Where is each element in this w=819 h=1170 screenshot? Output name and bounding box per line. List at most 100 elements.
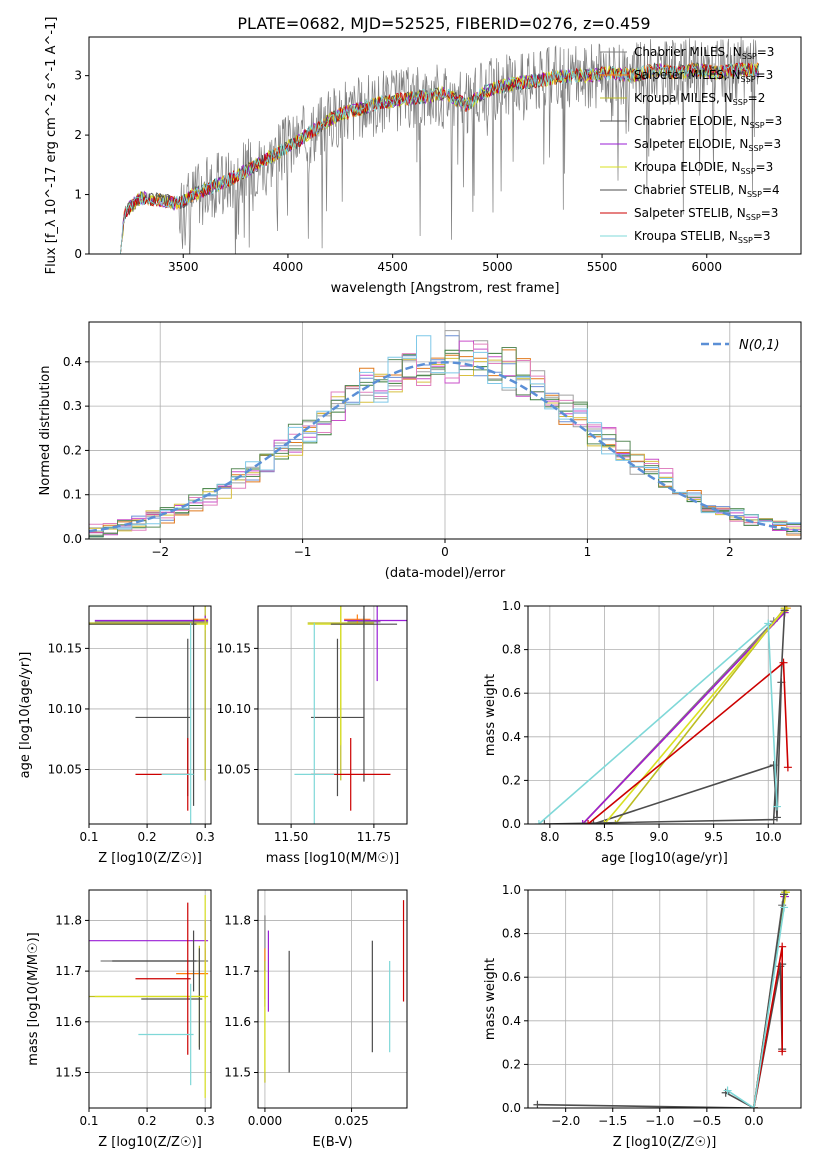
- y-tick-label: 0.0: [63, 532, 82, 546]
- plot-area: [264, 900, 405, 1083]
- legend-label: Salpeter MILES, N: [634, 68, 741, 82]
- x-tick-label: 9.5: [704, 830, 723, 844]
- mass-weight-marker-salpeter_stelib: [584, 820, 593, 824]
- spectrum-line-chabrier_miles: [120, 37, 760, 254]
- y-axis-label: mass weight: [483, 674, 498, 756]
- y-axis-label: age [log10(age/yr)]: [18, 652, 33, 779]
- y-tick-label: 11.6: [55, 1015, 82, 1029]
- panel-4: 8.0 8.5 9.0 9.5 10.0 0.0 0.2 0.4 0.6 0.8 1.0 age [l…: [483, 599, 802, 866]
- x-tick-label: 10.0: [755, 830, 782, 844]
- x-axis-label: (data-model)/error: [385, 566, 506, 581]
- legend-tail: =4: [762, 183, 780, 197]
- axes-frame: [88, 36, 802, 255]
- legend-tail: =3: [756, 160, 774, 174]
- plot-area: [120, 37, 760, 254]
- legend-entry: N(0,1): [739, 338, 780, 353]
- x-tick-label: 0.025: [334, 1114, 368, 1128]
- y-tick-label: 10.15: [48, 641, 82, 655]
- legend-subscript: SSP: [741, 75, 756, 84]
- legend-tail: =3: [756, 68, 774, 82]
- y-tick-label: 1.0: [502, 883, 521, 897]
- panel-2: 0.1 0.2 0.3 10.05 10.10 10.15 Z [log10(Z/Z☉)] a…: [18, 605, 215, 866]
- legend-subscript: SSP: [748, 144, 763, 153]
- y-tick-label: 0.0: [502, 1101, 521, 1115]
- y-tick-label: 0.2: [502, 1057, 521, 1071]
- plot-area: [89, 895, 209, 1098]
- y-tick-label: 2: [74, 128, 82, 142]
- legend-label: Kroupa STELIB, N: [634, 229, 738, 243]
- axes-frame: [257, 605, 408, 825]
- mass-weight-marker-chabrier_stelib: [780, 606, 789, 615]
- y-axis-label: Normed distribution: [38, 366, 53, 496]
- legend-entry: Chabrier STELIB, NSSP=4: [634, 183, 780, 199]
- mass-weight-marker-salpeter_stelib: [783, 763, 792, 772]
- axes-frame: [527, 889, 802, 1109]
- x-tick-label: 5500: [587, 260, 618, 274]
- plot-area: [89, 330, 801, 538]
- legend-subscript: SSP: [741, 167, 756, 176]
- y-tick-label: 0.0: [502, 817, 521, 831]
- legend-tail: =3: [753, 229, 771, 243]
- y-tick-label: 0.6: [502, 686, 521, 700]
- legend-subscript: SSP: [750, 121, 765, 130]
- x-tick-label: 6000: [691, 260, 722, 274]
- x-axis-label: E(B-V): [312, 1135, 352, 1150]
- legend-entry: Salpeter STELIB, NSSP=3: [634, 206, 778, 222]
- y-tick-label: 10.15: [217, 641, 251, 655]
- mass-weight-marker-chabrier_stelib: [780, 890, 789, 899]
- legend-label: Chabrier STELIB, N: [634, 183, 747, 197]
- spectrum-line-kroupa_stelib: [120, 62, 760, 254]
- y-tick-label: 1: [74, 188, 82, 202]
- y-tick-label: 11.8: [224, 913, 251, 927]
- legend-subscript: SSP: [746, 213, 761, 222]
- x-tick-label: 4000: [273, 260, 304, 274]
- x-tick-label: 2: [726, 545, 734, 559]
- panel-7: −2.0 −1.5 −1.0 −0.5 0.0 0.0 0.2 0.4 0.6 0.8 1.0 Z […: [483, 883, 802, 1150]
- y-tick-label: 0.2: [63, 443, 82, 457]
- x-tick-label: −1.5: [598, 1114, 627, 1128]
- axes-frame: [527, 605, 802, 825]
- plot-area: [533, 890, 790, 1108]
- legend-entry: Chabrier MILES, NSSP=3: [634, 45, 774, 61]
- x-tick-label: 8.0: [540, 830, 559, 844]
- x-tick-label: 0.3: [196, 830, 215, 844]
- x-tick-label: 5000: [482, 260, 513, 274]
- x-tick-label: 3500: [168, 260, 199, 274]
- x-tick-label: 0: [441, 545, 449, 559]
- x-tick-label: 0.0: [744, 1114, 763, 1128]
- legend-label: Kroupa ELODIE, N: [634, 160, 741, 174]
- mass-weight-line-salpeter_elodie: [582, 611, 786, 824]
- plot-area: [294, 606, 407, 824]
- legend-label: Chabrier ELODIE, N: [634, 114, 750, 128]
- legend-entry: Chabrier ELODIE, NSSP=3: [634, 114, 782, 130]
- legend-label: Kroupa MILES, N: [634, 91, 733, 105]
- y-tick-label: 3: [74, 69, 82, 83]
- legend-label: Chabrier MILES, N: [634, 45, 742, 59]
- x-tick-label: −2.0: [551, 1114, 580, 1128]
- y-tick-label: 11.5: [224, 1066, 251, 1080]
- legend-entry: Kroupa STELIB, NSSP=3: [634, 229, 771, 245]
- axes-frame: [88, 889, 212, 1109]
- x-axis-label: wavelength [Angstrom, rest frame]: [331, 281, 560, 296]
- legend-subscript: SSP: [747, 190, 762, 199]
- y-tick-label: 11.5: [55, 1066, 82, 1080]
- y-tick-label: 0.2: [502, 773, 521, 787]
- x-tick-label: 0.3: [196, 1114, 215, 1128]
- y-tick-label: 0: [74, 247, 82, 261]
- reference-gaussian-curve: [89, 361, 799, 533]
- y-tick-label: 10.10: [217, 702, 251, 716]
- mass-weight-marker-kroupa_stelib: [772, 802, 781, 811]
- x-axis-label: age [log10(age/yr)]: [601, 851, 728, 866]
- legend-tail: =3: [757, 45, 775, 59]
- panel-1: −2 −1 0 1 2 0.0 0.1 0.2 0.3 0.4 (data-model)/error…: [38, 321, 802, 581]
- legend-entry: Salpeter MILES, NSSP=3: [634, 68, 773, 84]
- x-tick-label: 8.5: [595, 830, 614, 844]
- panel-0: 3500 4000 4500 5000 5500 6000 0 1 2 3 wavelength […: [44, 17, 802, 296]
- figure-title: PLATE=0682, MJD=52525, FIBERID=0276, z=0…: [237, 14, 650, 33]
- legend-entry: Kroupa MILES, NSSP=2: [634, 91, 765, 107]
- mass-weight-line-chabrier_stelib: [537, 894, 785, 1108]
- mass-weight-marker-salpeter_stelib: [779, 658, 788, 667]
- mass-weight-marker-kroupa_stelib: [723, 1086, 732, 1095]
- y-tick-label: 11.8: [55, 913, 82, 927]
